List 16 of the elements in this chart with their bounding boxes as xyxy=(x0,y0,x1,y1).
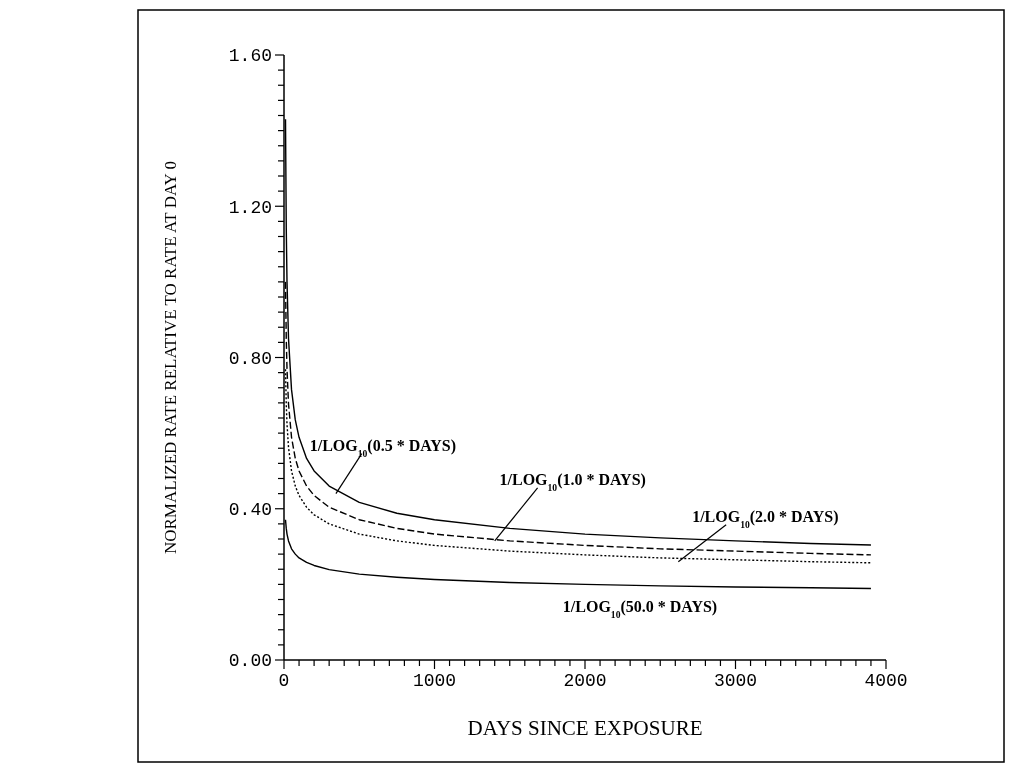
y-tick-label: 0.00 xyxy=(228,651,272,672)
annotation: 1/LOG$_{10}$(1.0 * DAYS) xyxy=(499,471,646,493)
x-tick-label: 1000 xyxy=(412,671,457,691)
y-tick-label: 0.80 xyxy=(228,348,272,369)
x-axis-title: DAYS SINCE EXPOSURE xyxy=(467,716,703,740)
y-tick-label: 0.40 xyxy=(228,500,272,521)
y-axis-title: NORMALIZED RATE RELATIVE TO RATE AT DAY 0 xyxy=(161,160,180,555)
x-tick-label: 0 xyxy=(278,671,290,691)
y-tick-label: 1.20 xyxy=(228,197,272,218)
annotation: 1/LOG$_{10}$(0.5 * DAYS) xyxy=(309,437,457,459)
y-tick-label: 1.60 xyxy=(228,46,272,67)
x-tick-label: 4000 xyxy=(864,671,908,691)
annotation: 1/LOG$_{10}$(2.0 * DAYS) xyxy=(692,508,839,530)
x-tick-label: 3000 xyxy=(713,671,758,691)
annotation: 1/LOG$_{10}$(50.0 * DAYS) xyxy=(562,597,718,620)
x-tick-label: 2000 xyxy=(563,671,607,691)
